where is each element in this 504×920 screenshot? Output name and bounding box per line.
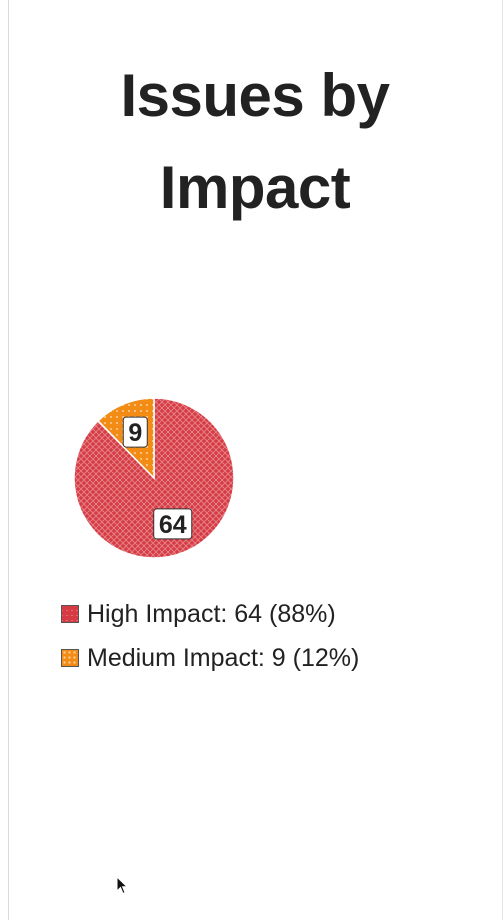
legend-label-medium-impact: Medium Impact: 9 (12%) — [87, 643, 360, 672]
right-border — [502, 0, 503, 920]
left-border — [8, 0, 9, 920]
chart-title: Issues by Impact — [120, 62, 391, 221]
legend-swatch-high-impact — [61, 605, 79, 623]
legend-swatch-medium-impact — [61, 649, 79, 667]
legend-item-high-impact[interactable]: High Impact: 64 (88%) — [61, 592, 359, 636]
mouse-cursor-icon — [116, 876, 129, 895]
svg-text:9: 9 — [128, 419, 142, 447]
data-label-high-impact: 64 — [153, 508, 193, 540]
legend-label-high-impact: High Impact: 64 (88%) — [87, 599, 336, 628]
chart-legend: High Impact: 64 (88%) Medium Impact: 9 (… — [61, 592, 359, 680]
pie-chart: 64 9 — [73, 397, 235, 559]
svg-text:64: 64 — [159, 511, 187, 539]
legend-item-medium-impact[interactable]: Medium Impact: 9 (12%) — [61, 636, 359, 680]
data-label-medium-impact: 9 — [122, 416, 148, 448]
